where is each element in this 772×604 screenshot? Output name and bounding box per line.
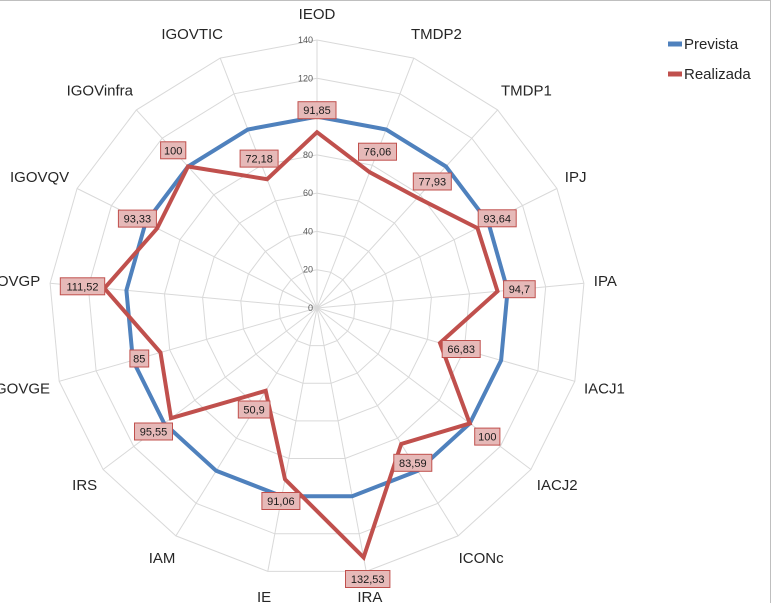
spoke-line — [316, 57, 415, 309]
spoke-line — [59, 307, 318, 382]
data-label: 76,06 — [364, 147, 392, 159]
category-label: TMDP2 — [411, 26, 462, 43]
grid-ring — [240, 230, 394, 384]
data-label: 72,18 — [245, 154, 273, 166]
category-label: IGOVQV — [10, 169, 69, 186]
data-label-box — [160, 141, 187, 160]
category-label: IGOVGE — [0, 381, 50, 398]
data-label-box — [503, 280, 536, 299]
data-label-box — [239, 149, 279, 168]
spoke-line — [316, 109, 498, 309]
category-label: IPA — [594, 273, 617, 290]
spoke-line — [316, 307, 367, 572]
data-label-box — [134, 422, 173, 441]
category-label: IGOVTIC — [161, 26, 223, 43]
tick-label: 20 — [303, 265, 313, 275]
category-label: IGOVGP — [0, 273, 40, 290]
data-label-box — [297, 101, 337, 120]
tick-label: 0 — [308, 303, 313, 313]
data-label-box — [474, 427, 501, 446]
legend-entry-prevista: Prevista — [684, 36, 739, 53]
data-label-box — [129, 349, 150, 368]
category-label: IACJ1 — [584, 381, 625, 398]
data-label: 91,85 — [303, 105, 331, 117]
data-label: 100 — [478, 432, 496, 444]
tick-label: 140 — [298, 35, 313, 45]
spoke-line — [316, 188, 558, 309]
data-label: 50,9 — [243, 405, 264, 417]
category-label: IACJ2 — [537, 477, 578, 494]
data-label: 100 — [164, 145, 182, 157]
data-label: 132,53 — [351, 574, 385, 586]
series-line-realizada — [101, 129, 500, 562]
data-label-box — [237, 400, 271, 419]
data-label-box — [261, 492, 301, 510]
data-label: 93,64 — [483, 213, 511, 225]
spoke-line — [102, 307, 318, 470]
category-label: IGOVinfra — [67, 83, 134, 100]
data-label: 91,06 — [267, 496, 295, 508]
data-label-box — [345, 570, 391, 588]
grid-ring — [163, 154, 471, 459]
spoke-line — [76, 188, 318, 309]
data-label-box — [358, 142, 397, 161]
category-label: IEOD — [299, 6, 336, 23]
data-label-box — [441, 340, 481, 358]
grid-ring — [87, 77, 547, 535]
tick-label: 120 — [298, 73, 313, 83]
spoke-line — [316, 282, 584, 309]
category-label: IE — [257, 589, 271, 604]
category-label: IPJ — [565, 169, 587, 186]
data-label-box — [477, 209, 517, 228]
data-label-box — [393, 453, 433, 472]
legend-entry-realizada: Realizada — [684, 66, 751, 83]
grid-ring — [278, 269, 356, 347]
category-label: IRA — [357, 589, 382, 604]
spoke-line — [316, 307, 459, 537]
data-label-box — [412, 172, 452, 191]
data-label-box — [117, 209, 157, 228]
data-label: 66,83 — [447, 344, 475, 356]
spoke-line — [219, 57, 318, 309]
data-label: 77,93 — [419, 177, 447, 189]
data-label: 83,59 — [399, 458, 427, 470]
data-label: 94,7 — [509, 284, 530, 296]
category-label: IAM — [149, 550, 176, 567]
category-label: IRS — [72, 477, 97, 494]
spoke-line — [175, 307, 318, 537]
spoke-line — [267, 307, 318, 572]
data-label: 111,52 — [66, 281, 98, 293]
grid-ring — [202, 192, 432, 422]
category-label: TMDP1 — [501, 83, 552, 100]
grid-ring — [49, 39, 585, 572]
category-label: ICONc — [459, 550, 505, 567]
spoke-line — [136, 109, 318, 309]
tick-label: 60 — [303, 188, 313, 198]
data-label: 85 — [133, 354, 145, 366]
tick-label: 40 — [303, 226, 313, 236]
tick-label: 80 — [303, 150, 313, 160]
data-label-box — [59, 277, 106, 296]
data-label: 93,33 — [124, 214, 152, 226]
data-label: 95,55 — [140, 427, 168, 439]
